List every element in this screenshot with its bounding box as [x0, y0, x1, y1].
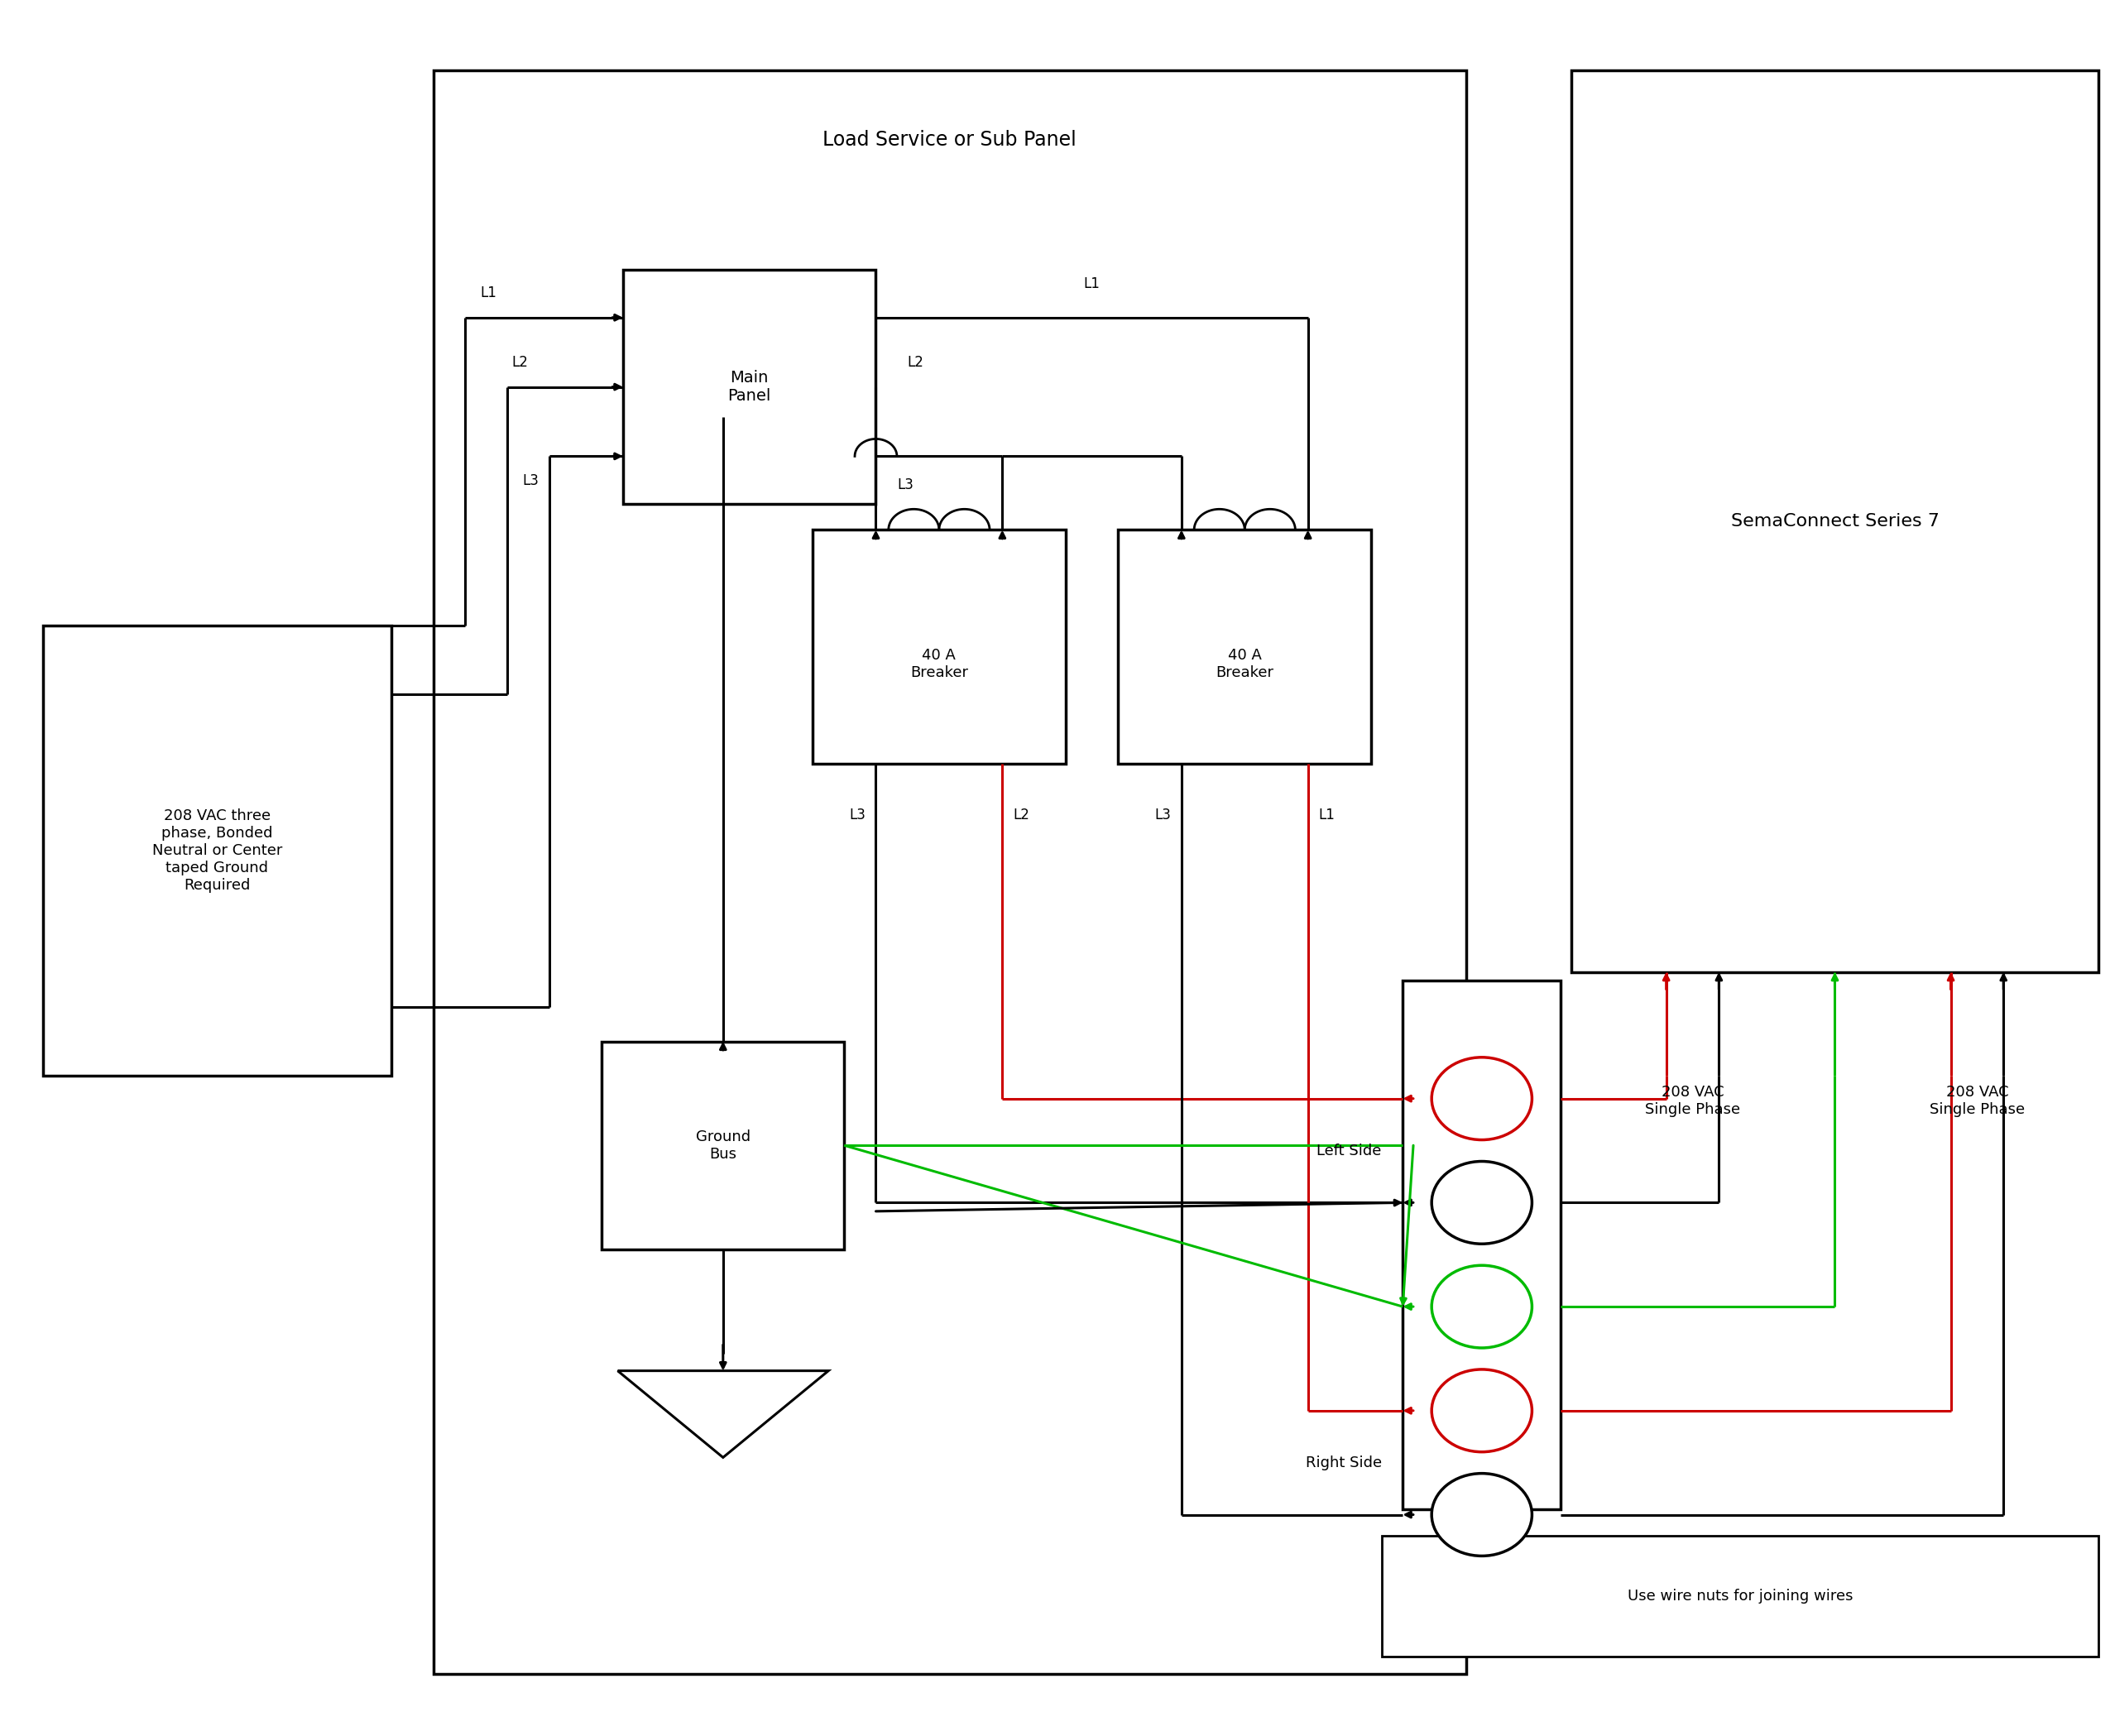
- Circle shape: [1433, 1057, 1532, 1141]
- Text: Ground
Bus: Ground Bus: [696, 1130, 751, 1161]
- Bar: [622, 269, 876, 503]
- Bar: [1403, 981, 1561, 1510]
- Circle shape: [1433, 1266, 1532, 1347]
- Text: L1: L1: [1085, 276, 1099, 292]
- Text: Use wire nuts for joining wires: Use wire nuts for joining wires: [1627, 1588, 1853, 1604]
- Circle shape: [1433, 1370, 1532, 1451]
- Bar: [1572, 71, 2097, 972]
- Text: L3: L3: [1154, 807, 1171, 823]
- Text: L3: L3: [848, 807, 865, 823]
- Bar: [44, 625, 390, 1076]
- Text: L3: L3: [897, 477, 914, 491]
- Text: L2: L2: [511, 354, 528, 370]
- Bar: [812, 529, 1066, 764]
- Bar: [1118, 529, 1372, 764]
- Text: Left Side: Left Side: [1317, 1142, 1382, 1158]
- Text: 40 A
Breaker: 40 A Breaker: [1215, 648, 1274, 681]
- Bar: [601, 1042, 844, 1250]
- Text: 208 VAC three
phase, Bonded
Neutral or Center
taped Ground
Required: 208 VAC three phase, Bonded Neutral or C…: [152, 809, 283, 892]
- Text: SemaConnect Series 7: SemaConnect Series 7: [1730, 512, 1939, 529]
- Text: Main
Panel: Main Panel: [728, 370, 770, 404]
- Text: L3: L3: [521, 474, 538, 488]
- Text: Right Side: Right Side: [1306, 1455, 1382, 1470]
- Text: L2: L2: [907, 354, 924, 370]
- Bar: [1382, 1535, 2097, 1656]
- Text: Load Service or Sub Panel: Load Service or Sub Panel: [823, 130, 1076, 149]
- Text: 208 VAC
Single Phase: 208 VAC Single Phase: [1929, 1085, 2026, 1116]
- Text: L1: L1: [1319, 807, 1336, 823]
- Text: 40 A
Breaker: 40 A Breaker: [909, 648, 968, 681]
- Circle shape: [1433, 1474, 1532, 1555]
- Text: L1: L1: [479, 285, 496, 300]
- Circle shape: [1433, 1161, 1532, 1245]
- Text: 208 VAC
Single Phase: 208 VAC Single Phase: [1646, 1085, 1741, 1116]
- Text: L2: L2: [1013, 807, 1030, 823]
- Bar: [433, 71, 1466, 1674]
